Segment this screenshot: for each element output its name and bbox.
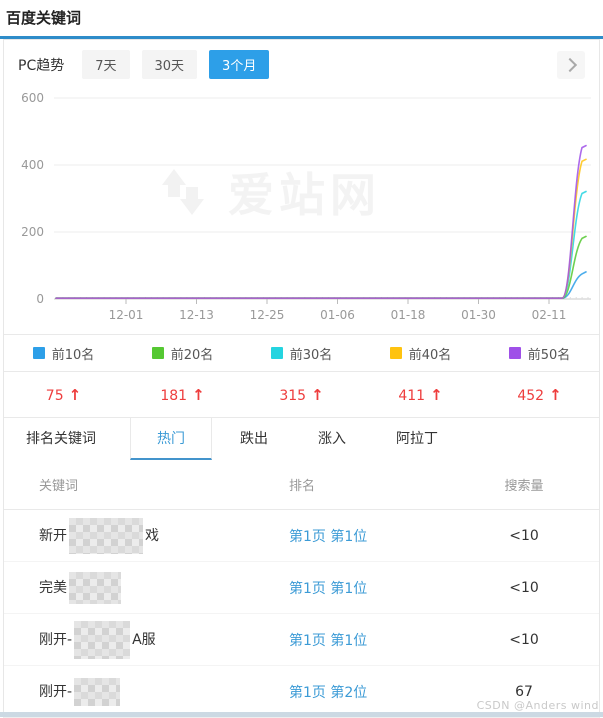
tab-hot[interactable]: 热门 xyxy=(130,418,212,460)
col-rank: 排名 xyxy=(289,479,316,494)
svg-text:12-01: 12-01 xyxy=(109,308,144,322)
chart-legend: 前10名 前20名 前30名 前40名 前50名 xyxy=(4,334,599,371)
censored-blur xyxy=(69,517,143,554)
legend-swatch xyxy=(389,347,402,359)
rank-link[interactable]: 第1页 第1位 xyxy=(289,632,368,649)
trend-header: PC趋势 7天 30天 3个月 xyxy=(4,40,599,89)
trend-chart[interactable]: 爱站网 0 200 400 600 12-01 12-13 12-25 01-06 01-18 0… xyxy=(4,89,599,334)
rank-change-top30: 315 ↑ xyxy=(279,385,324,404)
rank-cell: 第1页 第1位 xyxy=(289,630,444,650)
col-keyword: 关键词 xyxy=(39,479,79,494)
legend-label: 前50名 xyxy=(527,347,571,363)
line-chart-canvas: 0 200 400 600 12-01 12-13 12-25 01-06 01-18 01-30… xyxy=(21,91,591,322)
tab-dropped[interactable]: 跌出 xyxy=(240,431,268,447)
range-button-7d[interactable]: 7天 xyxy=(82,50,130,79)
legend-swatch xyxy=(508,347,521,359)
next-chart-button[interactable] xyxy=(557,50,585,79)
keyword-cell: 刚开- A服 xyxy=(4,620,289,659)
legend-item-top10[interactable]: 前10名 xyxy=(4,344,123,363)
svg-text:12-25: 12-25 xyxy=(250,308,285,322)
table-header: 关键词 排名 搜索量 xyxy=(4,460,599,509)
bottom-scroll-strip[interactable] xyxy=(0,712,603,717)
volume-cell: <10 xyxy=(509,527,539,544)
censored-blur xyxy=(74,620,131,659)
legend-item-top50[interactable]: 前50名 xyxy=(480,344,599,363)
page-title: 百度关键词 xyxy=(6,9,82,27)
svg-text:01-18: 01-18 xyxy=(391,308,426,322)
svg-text:0: 0 xyxy=(36,292,44,306)
tab-ranking-keywords[interactable]: 排名关键词 xyxy=(26,431,96,447)
rank-change-top40: 411 ↑ xyxy=(398,385,443,404)
legend-swatch xyxy=(32,347,45,359)
legend-label: 前40名 xyxy=(408,347,452,363)
tab-risen[interactable]: 涨入 xyxy=(318,431,346,447)
rank-cell: 第1页 第1位 xyxy=(289,526,444,546)
svg-text:01-06: 01-06 xyxy=(320,308,355,322)
rank-link[interactable]: 第1页 第2位 xyxy=(289,684,368,701)
rank-changes-row: 75 ↑ 181 ↑ 315 ↑ 411 ↑ 452 ↑ xyxy=(4,371,599,417)
rank-change-top50: 452 ↑ xyxy=(517,385,562,404)
svg-text:400: 400 xyxy=(21,158,44,172)
col-volume: 搜索量 xyxy=(504,479,544,494)
svg-text:01-30: 01-30 xyxy=(461,308,496,322)
legend-swatch xyxy=(270,347,283,359)
volume-cell: 67 xyxy=(515,683,533,700)
keyword-cell: 新开戏 xyxy=(4,517,289,554)
keyword-table: 新开戏 第1页 第1位 <10 完美 第1页 第1位 <10 刚开- A服 第1页… xyxy=(4,509,599,717)
range-button-30d[interactable]: 30天 xyxy=(141,50,198,79)
legend-item-top40[interactable]: 前40名 xyxy=(361,344,480,363)
trend-label: PC趋势 xyxy=(18,57,65,74)
censored-blur xyxy=(74,677,121,706)
legend-item-top20[interactable]: 前20名 xyxy=(123,344,242,363)
censored-blur xyxy=(69,571,121,604)
rank-link[interactable]: 第1页 第1位 xyxy=(289,580,368,597)
up-arrow-icon: ↑ xyxy=(311,385,324,404)
svg-text:200: 200 xyxy=(21,225,44,239)
baidu-keyword-card: PC趋势 7天 30天 3个月 爱站网 0 200 400 600 12-01 12-13… xyxy=(3,39,600,718)
legend-item-top30[interactable]: 前30名 xyxy=(242,344,361,363)
range-button-3m[interactable]: 3个月 xyxy=(209,50,270,79)
tab-aladdin[interactable]: 阿拉丁 xyxy=(396,431,438,447)
rank-change-top10: 75 ↑ xyxy=(45,385,82,404)
volume-cell: <10 xyxy=(509,579,539,596)
title-divider xyxy=(0,36,603,39)
up-arrow-icon: ↑ xyxy=(430,385,443,404)
svg-text:02-11: 02-11 xyxy=(532,308,567,322)
up-arrow-icon: ↑ xyxy=(192,385,205,404)
table-row: 新开戏 第1页 第1位 <10 xyxy=(4,510,599,562)
table-row: 完美 第1页 第1位 <10 xyxy=(4,562,599,614)
up-arrow-icon: ↑ xyxy=(68,385,82,404)
legend-label: 前10名 xyxy=(51,347,95,363)
chevron-right-icon xyxy=(562,57,577,72)
rank-link[interactable]: 第1页 第1位 xyxy=(289,528,368,545)
keyword-cell: 刚开- xyxy=(4,677,289,706)
rank-change-top20: 181 ↑ xyxy=(160,385,205,404)
volume-cell: <10 xyxy=(509,631,539,648)
svg-text:600: 600 xyxy=(21,91,44,105)
legend-swatch xyxy=(151,347,164,359)
up-arrow-icon: ↑ xyxy=(549,385,562,404)
legend-label: 前20名 xyxy=(170,347,214,363)
keyword-cell: 完美 xyxy=(4,571,289,604)
rank-cell: 第1页 第1位 xyxy=(289,578,444,598)
legend-label: 前30名 xyxy=(289,347,333,363)
rank-cell: 第1页 第2位 xyxy=(289,682,444,702)
table-row: 刚开- 第1页 第2位 67 xyxy=(4,666,599,717)
svg-text:12-13: 12-13 xyxy=(179,308,214,322)
table-row: 刚开- A服 第1页 第1位 <10 xyxy=(4,614,599,666)
keyword-tabs: 排名关键词 热门 跌出 涨入 阿拉丁 xyxy=(4,417,599,460)
csdn-watermark: CSDN @Anders wind xyxy=(476,699,599,712)
